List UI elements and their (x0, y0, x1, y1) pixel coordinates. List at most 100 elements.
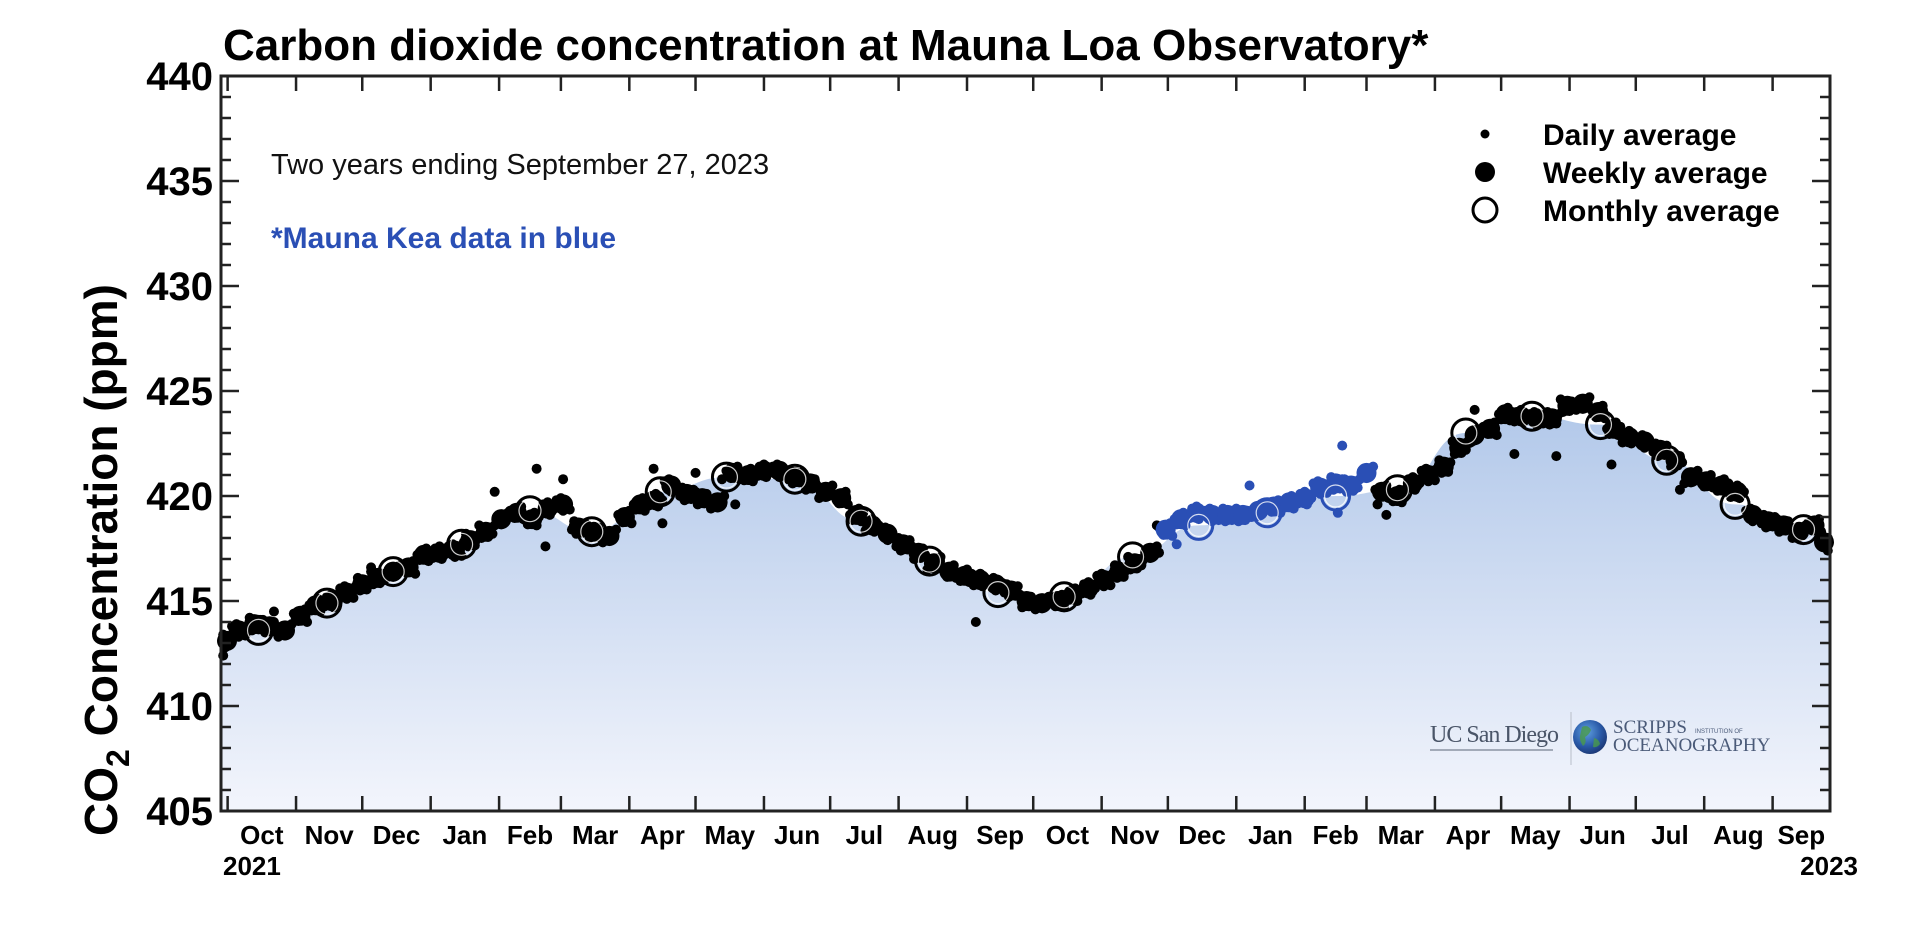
x-year-end-label: 2023 (1800, 851, 1858, 881)
x-tick-label: Apr (1446, 820, 1491, 850)
weekly-point (614, 507, 635, 527)
monthly-point (1381, 474, 1413, 506)
monthly-point (311, 587, 343, 619)
plot-frame (219, 74, 1832, 813)
daily-point (1372, 499, 1383, 510)
x-tick-label: Jul (846, 820, 884, 850)
monthly-point (1320, 480, 1352, 512)
weekly-point (1016, 591, 1037, 611)
weekly-point (954, 565, 975, 586)
x-tick-label: Aug (908, 820, 959, 850)
monthly-point-halo (1324, 484, 1348, 508)
daily-point (268, 606, 279, 617)
daily-point (540, 541, 551, 552)
weekly-point (676, 483, 697, 504)
x-tick-label: Feb (1312, 820, 1358, 850)
monthly-point (576, 516, 608, 548)
daily-point (970, 617, 981, 627)
daily-point (657, 518, 668, 529)
daily-point (690, 467, 701, 478)
legend-label-weekly: Weekly average (1543, 157, 1768, 190)
weekly-point (1789, 521, 1810, 542)
weekly-point (1480, 418, 1501, 439)
daily-point (1674, 484, 1685, 495)
scripps-line1: SCRIPPS (1613, 717, 1687, 738)
scripps-small: INSTITUTION OF (1695, 729, 1743, 735)
y-tick-label: 405 (146, 790, 213, 834)
monthly-point-halo (580, 520, 604, 544)
monthly-point (1584, 409, 1616, 441)
data-points-layer (217, 392, 1834, 661)
monthly-point (845, 505, 877, 537)
monthly-point-halo (1655, 448, 1679, 472)
monthly-point-halo (1052, 585, 1076, 609)
chart-subtitle: Two years ending September 27, 2023 (271, 149, 769, 181)
x-tick-label: Jun (774, 820, 820, 850)
legend-item-monthly: Monthly average (1471, 195, 1780, 228)
weekly-point (321, 591, 342, 611)
x-tick-label: May (1510, 820, 1561, 850)
weekly-point (1680, 467, 1701, 488)
weekly-point (1155, 519, 1176, 540)
weekly-point (877, 523, 898, 544)
monthly-point-halo (648, 480, 672, 504)
weekly-point (1526, 408, 1547, 429)
x-tick-label: Mar (1378, 820, 1424, 850)
daily-point (558, 474, 569, 485)
monthly-point (1117, 541, 1149, 573)
x-tick-label: Nov (305, 820, 355, 850)
monthly-point-halo (449, 532, 474, 556)
axes: 405 410 415 420 425 430 435 440 Oct Nov Dec Jan Feb M… (146, 55, 1858, 881)
daily-point (489, 486, 500, 497)
weekly-point (1696, 471, 1717, 492)
legend-item-weekly: Weekly average (1475, 157, 1768, 190)
monthly-point-halo (1255, 501, 1279, 525)
weekly-point (1294, 488, 1315, 509)
x-tick-label: Sep (976, 820, 1024, 850)
weekly-point (1279, 492, 1300, 513)
legend-marker-weekly (1475, 162, 1495, 182)
weekly-point (1032, 593, 1053, 614)
monthly-point-halo (315, 591, 339, 615)
weekly-point (1619, 427, 1640, 448)
weekly-point (630, 494, 651, 515)
daily-point (1337, 440, 1348, 451)
monthly-point-halo (714, 465, 739, 489)
monthly-point-halo (246, 618, 271, 643)
legend: Daily average Weekly average Monthly ave… (1471, 119, 1780, 228)
monthly-point-halo (518, 499, 542, 523)
area-fill-layer (221, 416, 1830, 811)
weekly-point (692, 488, 713, 509)
monthly-point-halo (1791, 517, 1816, 542)
monthly-point (243, 614, 275, 646)
weekly-point (553, 494, 574, 515)
monthly-point-halo (1454, 421, 1478, 445)
weekly-point (290, 605, 311, 626)
daily-point (531, 463, 542, 474)
weekly-point (1418, 465, 1439, 485)
weekly-point (352, 574, 373, 595)
weekly-point (923, 553, 944, 574)
ucsd-logo-text: UC San Diego (1430, 722, 1559, 748)
daily-point (1509, 449, 1520, 459)
daily-point (1469, 404, 1480, 415)
scripps-logo: SCRIPPS INSTITUTION OF OCEANOGRAPHY (1573, 717, 1771, 756)
weekly-point (383, 561, 404, 582)
daily-point (730, 499, 741, 510)
weekly-point (1232, 504, 1253, 525)
weekly-point (1572, 393, 1593, 414)
monthly-point-halo (1187, 513, 1211, 538)
daily-point (1171, 539, 1182, 550)
x-tick-label: Aug (1713, 820, 1764, 850)
weekly-point (584, 521, 605, 542)
monthly-point (1048, 581, 1080, 613)
daily-point (1381, 509, 1392, 520)
legend-marker-daily (1480, 129, 1490, 139)
monthly-point (1651, 444, 1683, 476)
x-tick-label: Oct (240, 820, 284, 850)
daily-point (1606, 459, 1617, 470)
monthly-point-halo (1588, 413, 1613, 437)
x-tick-label: Jan (442, 820, 487, 850)
x-tick-label: Apr (640, 820, 685, 850)
monthly-point (779, 463, 811, 495)
